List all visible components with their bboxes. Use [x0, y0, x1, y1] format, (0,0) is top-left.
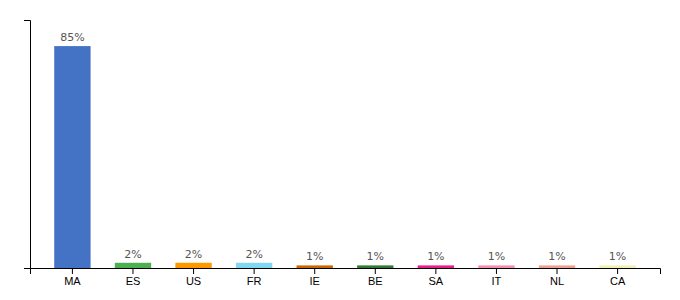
- data-label: 1%: [427, 250, 444, 263]
- x-tick-mark: [557, 268, 558, 274]
- bar: [297, 265, 333, 268]
- x-tick-mark: [375, 268, 376, 274]
- bars: [54, 46, 636, 268]
- x-tick: BE: [368, 268, 383, 287]
- x-tick-mark: [496, 268, 497, 274]
- x-tick-mark: [254, 268, 255, 274]
- x-tick-mark: [314, 268, 315, 274]
- bar: [539, 265, 575, 268]
- data-label: 1%: [367, 250, 384, 263]
- x-axis-line: [31, 269, 661, 275]
- y-axis: [24, 21, 31, 269]
- x-tick-label: SA: [429, 275, 444, 287]
- x-tick: US: [186, 268, 201, 287]
- data-label: 1%: [488, 250, 505, 263]
- x-tick-mark: [193, 268, 194, 274]
- data-label: 2%: [185, 248, 202, 261]
- x-tick: IE: [310, 268, 320, 287]
- bar: [478, 265, 514, 268]
- x-tick-label: BE: [368, 275, 383, 287]
- x-tick: MA: [64, 268, 81, 287]
- x-tick: ES: [126, 268, 141, 287]
- x-tick: FR: [247, 268, 262, 287]
- x-axis: MA ES US FR IE BE SA IT NL CA: [31, 268, 661, 287]
- y-axis-line: [24, 21, 31, 269]
- plot: MA ES US FR IE BE SA IT NL CA 85% 2% 2% 2% 1% 1% 1% 1% 1% 1…: [24, 21, 661, 287]
- x-tick: IT: [492, 268, 502, 287]
- data-label: 2%: [245, 248, 262, 261]
- x-tick-label: ES: [126, 275, 141, 287]
- x-tick-label: FR: [247, 275, 262, 287]
- x-tick-mark: [132, 268, 133, 274]
- x-tick-label: IE: [310, 275, 320, 287]
- bar: [54, 46, 90, 268]
- bar: [115, 263, 151, 268]
- data-label: 2%: [124, 248, 141, 261]
- bar: [418, 265, 454, 268]
- x-tick: NL: [550, 268, 564, 287]
- x-tick-mark: [435, 268, 436, 274]
- chart: MA ES US FR IE BE SA IT NL CA 85% 2% 2% 2% 1% 1% 1% 1% 1% 1…: [0, 0, 680, 300]
- x-tick-mark: [72, 268, 73, 274]
- x-tick-label: NL: [550, 275, 564, 287]
- data-labels: 85% 2% 2% 2% 1% 1% 1% 1% 1% 1%: [60, 31, 626, 263]
- x-tick-label: MA: [64, 275, 81, 287]
- x-tick-label: IT: [492, 275, 502, 287]
- x-tick: CA: [610, 268, 626, 287]
- bar: [599, 265, 635, 268]
- bar: [175, 263, 211, 268]
- x-tick-mark: [617, 268, 618, 274]
- bar: [357, 265, 393, 268]
- data-label: 85%: [60, 31, 84, 44]
- x-tick-label: US: [186, 275, 201, 287]
- data-label: 1%: [609, 250, 626, 263]
- x-tick-label: CA: [610, 275, 626, 287]
- bar: [236, 263, 272, 268]
- data-label: 1%: [306, 250, 323, 263]
- data-label: 1%: [548, 250, 565, 263]
- x-tick: SA: [429, 268, 444, 287]
